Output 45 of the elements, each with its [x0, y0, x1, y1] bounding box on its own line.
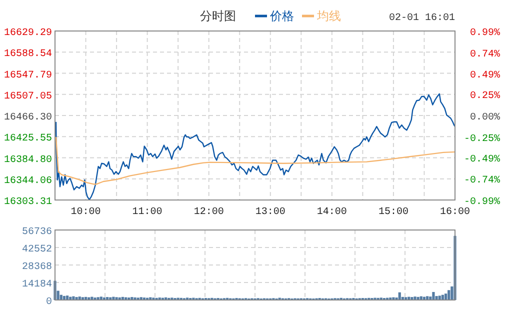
y-tick-label: 16384.80	[4, 154, 52, 166]
y-tick-label: 16344.06	[4, 176, 52, 187]
bar	[414, 296, 416, 300]
text: 02-01 16:01	[388, 13, 455, 24]
y-tick-label: 16629.29	[4, 28, 52, 39]
y-tick-label: 56736	[22, 227, 52, 238]
bar	[115, 297, 118, 300]
y2-tick-label: -0.25%	[464, 134, 500, 145]
y2-tick-label: 0.99%	[470, 28, 500, 39]
y-tick-label: 42552	[22, 244, 52, 256]
x-tick-label: 14:00	[316, 207, 347, 218]
x-tick-label: 16:00	[440, 207, 470, 218]
y2-tick-label: 0.49%	[470, 70, 500, 82]
y2-tick-label: -0.49%	[464, 154, 500, 166]
y2-tick-label: -0.74%	[464, 176, 500, 187]
y-tick-label: 16547.79	[4, 70, 52, 82]
line-series	[55, 136, 456, 185]
y-tick-label: 16588.54	[4, 49, 52, 60]
y-tick-label: 16425.55	[4, 134, 52, 145]
bar	[75, 297, 78, 300]
chart-title: 分时图	[200, 9, 236, 23]
bar	[448, 290, 450, 300]
x-tick-label: 15:00	[378, 207, 408, 218]
x-tick-label: 12:00	[194, 207, 224, 218]
bar	[432, 292, 435, 300]
y-tick-label: 28368	[22, 262, 52, 273]
y-tick-label: 16303.31	[4, 197, 52, 208]
bar	[72, 296, 75, 300]
legend-label: 均线	[316, 9, 341, 23]
x-tick-label: 11:00	[132, 207, 162, 218]
line-series	[55, 93, 456, 200]
y-tick-label: 14184	[22, 280, 52, 290]
bar	[112, 296, 115, 300]
bar	[444, 294, 448, 300]
x-tick-label: 13:00	[255, 207, 286, 218]
y2-tick-label: 0.00%	[470, 112, 500, 124]
bar	[435, 296, 438, 300]
y-tick-label: 16507.05	[4, 91, 52, 102]
y2-tick-label: 0.74%	[470, 49, 500, 60]
legend-label: 价格	[269, 9, 294, 23]
y2-tick-label: -0.99%	[464, 197, 500, 208]
x-tick-label: 10:00	[70, 207, 101, 218]
y2-tick-label: 0.25%	[470, 91, 500, 102]
y-tick-label: 16466.30	[4, 112, 52, 124]
y-tick-label: 0	[46, 297, 52, 308]
